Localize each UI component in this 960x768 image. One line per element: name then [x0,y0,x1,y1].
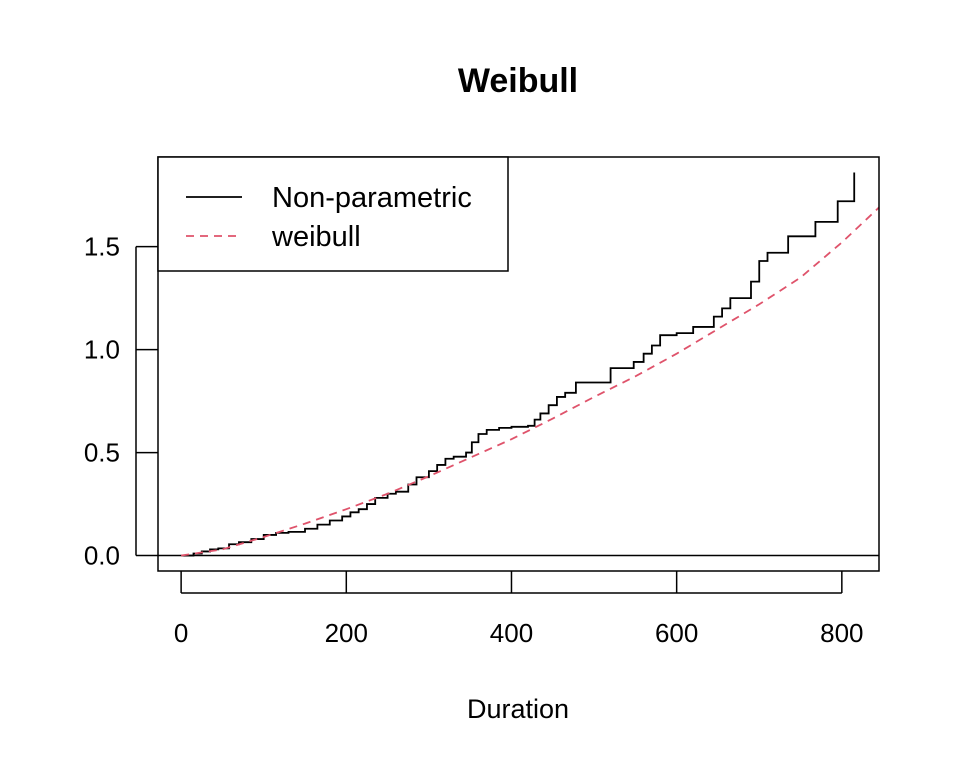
x-tick-label: 200 [325,618,368,648]
series-layer [180,172,880,557]
x-tick-label: 600 [655,618,698,648]
legend-label-weibull: weibull [271,221,361,253]
y-tick-label: 1.5 [84,232,120,262]
x-axis: 0 200 400 600 800 [174,571,864,648]
chart-title: Weibull [458,62,578,100]
x-tick-label: 400 [490,618,533,648]
series-non-parametric-line [181,172,856,557]
y-tick-label: 1.0 [84,335,120,365]
y-tick-label: 0.5 [84,438,120,468]
x-axis-label: Duration [467,694,569,724]
legend-label-non-parametric: Non-parametric [272,182,472,214]
legend-box [157,156,509,272]
x-tick-label: 800 [820,618,863,648]
y-axis: 0.0 0.5 1.0 1.5 [84,232,158,571]
x-tick-label: 0 [174,618,188,648]
y-tick-label: 0.0 [84,541,120,571]
plot-frame [157,156,880,572]
legend: Non-parametric weibull [157,156,509,272]
